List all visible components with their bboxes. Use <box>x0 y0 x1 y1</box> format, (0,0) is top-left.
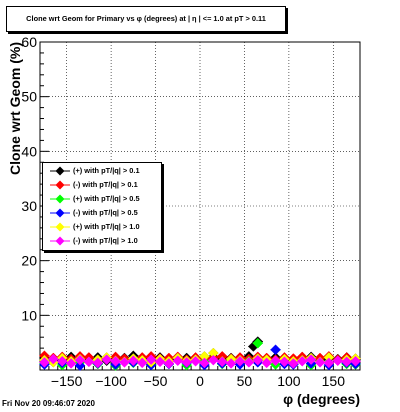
data-points <box>39 336 361 371</box>
data-point <box>225 358 237 369</box>
legend-label: (+) with pT/|q| > 0.5 <box>73 194 140 203</box>
y-tick-label: 10 <box>21 307 37 323</box>
legend-marker <box>50 236 70 246</box>
data-point <box>172 355 184 367</box>
data-point <box>270 344 281 356</box>
x-tick-label: 50 <box>237 373 253 389</box>
data-point <box>74 360 86 371</box>
legend-entry: (+) with pT/|q| > 0.1 <box>43 164 161 178</box>
data-point <box>181 356 193 368</box>
y-tick-label: 30 <box>21 198 37 214</box>
x-tick-label: −150 <box>51 373 83 389</box>
x-tick-label: −50 <box>144 373 168 389</box>
legend-label: (-) with pT/|q| > 1.0 <box>73 236 138 245</box>
data-point <box>270 355 281 367</box>
data-point <box>207 354 219 366</box>
x-axis-label: φ (degrees) <box>283 391 360 407</box>
legend-marker <box>50 180 70 190</box>
legend-entry: (-) with pT/|q| > 0.5 <box>43 206 161 220</box>
data-point <box>56 355 68 367</box>
legend-marker <box>50 194 70 204</box>
data-point <box>92 357 104 369</box>
x-tick-label: 100 <box>277 373 301 389</box>
data-point <box>252 337 264 349</box>
data-point <box>154 356 166 368</box>
legend-entry: (+) with pT/|q| > 1.0 <box>43 220 161 234</box>
data-point <box>74 354 86 366</box>
legend-marker <box>50 222 70 232</box>
data-point <box>341 356 353 368</box>
x-tick-label: 150 <box>322 373 346 389</box>
data-point <box>332 355 344 367</box>
data-point <box>190 355 201 367</box>
data-point <box>234 355 246 367</box>
data-point <box>296 355 308 367</box>
y-tick-label: 40 <box>21 143 37 159</box>
data-point <box>47 353 59 365</box>
data-point <box>101 354 113 365</box>
legend-label: (-) with pT/|q| > 0.5 <box>73 208 138 217</box>
legend-marker <box>50 208 70 218</box>
data-point <box>110 355 121 367</box>
data-point <box>39 356 50 368</box>
y-axis-label: Clone wrt Geom (%) <box>7 42 23 175</box>
data-point <box>145 354 157 365</box>
data-point <box>305 354 317 365</box>
data-point <box>314 356 326 368</box>
data-point <box>279 356 290 368</box>
data-point <box>216 356 228 368</box>
x-tick-label: 0 <box>196 373 204 389</box>
legend-marker <box>50 166 70 176</box>
legend-label: (-) with pT/|q| > 0.1 <box>73 180 138 189</box>
legend-entry: (-) with pT/|q| > 0.1 <box>43 178 161 192</box>
data-point <box>350 355 361 367</box>
series-6 <box>39 353 361 369</box>
y-tick-label: 60 <box>21 34 37 50</box>
data-point <box>243 356 255 368</box>
data-point <box>83 356 95 368</box>
legend-label: (+) with pT/|q| > 0.1 <box>73 166 140 175</box>
data-point <box>127 355 139 367</box>
data-point <box>199 357 210 369</box>
y-tick-label: 20 <box>21 253 37 269</box>
y-tick-label: 50 <box>21 89 37 105</box>
legend: (+) with pT/|q| > 0.1 (-) with pT/|q| > 0… <box>42 162 162 251</box>
data-point <box>261 357 273 369</box>
legend-label: (+) with pT/|q| > 1.0 <box>73 222 140 231</box>
data-point <box>287 358 299 369</box>
x-tick-label: −100 <box>95 373 127 389</box>
data-point <box>252 354 264 366</box>
data-point <box>163 358 175 369</box>
data-point <box>119 356 130 368</box>
legend-entry: (+) with pT/|q| > 0.5 <box>43 192 161 206</box>
timestamp-footer: Fri Nov 20 09:46:07 2020 <box>2 399 95 408</box>
axis-ticks: −150 −100 −50 0 50 100 150 10 20 30 40 50 60 <box>21 34 361 389</box>
data-point <box>323 357 335 369</box>
data-point <box>65 358 77 369</box>
chart-title: Clone wrt Geom for Primary vs φ (degrees… <box>6 6 286 32</box>
data-point <box>136 357 148 369</box>
legend-entry: (-) with pT/|q| > 1.0 <box>43 234 161 248</box>
